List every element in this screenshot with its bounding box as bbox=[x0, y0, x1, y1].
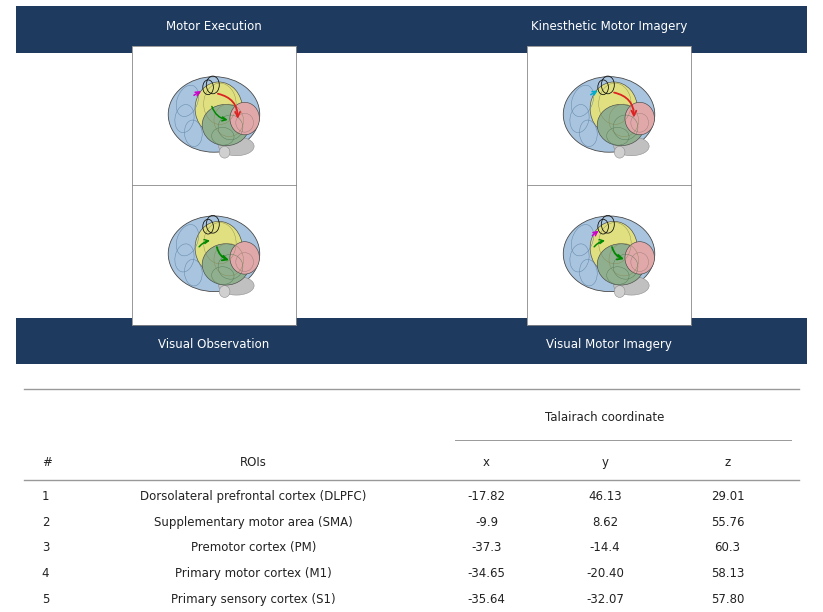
Text: 5: 5 bbox=[42, 593, 49, 606]
Text: 58.13: 58.13 bbox=[711, 567, 744, 580]
Ellipse shape bbox=[230, 242, 259, 274]
Ellipse shape bbox=[625, 102, 654, 135]
Text: 8.62: 8.62 bbox=[592, 516, 618, 529]
Text: -9.9: -9.9 bbox=[475, 516, 498, 529]
Text: ROIs: ROIs bbox=[240, 456, 267, 469]
Text: Primary motor cortex (M1): Primary motor cortex (M1) bbox=[175, 567, 332, 580]
Text: Supplementary motor area (SMA): Supplementary motor area (SMA) bbox=[154, 516, 353, 529]
Text: z: z bbox=[724, 456, 731, 469]
Ellipse shape bbox=[195, 82, 242, 135]
Text: 46.13: 46.13 bbox=[588, 490, 622, 503]
Text: Visual Observation: Visual Observation bbox=[158, 338, 270, 351]
Text: Visual Observation: Visual Observation bbox=[158, 335, 270, 348]
Ellipse shape bbox=[219, 286, 230, 297]
Text: Kinesthetic Motor Imagery: Kinesthetic Motor Imagery bbox=[531, 23, 687, 36]
Text: Visual Motor Imagery: Visual Motor Imagery bbox=[546, 335, 672, 348]
Text: 2: 2 bbox=[42, 516, 49, 529]
Ellipse shape bbox=[563, 76, 655, 152]
Text: Motor Execution: Motor Execution bbox=[166, 23, 262, 36]
Text: y: y bbox=[602, 456, 608, 469]
Text: x: x bbox=[483, 456, 490, 469]
Text: 29.01: 29.01 bbox=[711, 490, 744, 503]
Ellipse shape bbox=[590, 222, 637, 274]
Text: 4: 4 bbox=[42, 567, 49, 580]
Text: Primary sensory cortex (S1): Primary sensory cortex (S1) bbox=[171, 593, 336, 606]
Ellipse shape bbox=[597, 105, 644, 146]
Ellipse shape bbox=[230, 102, 259, 135]
Text: 57.80: 57.80 bbox=[711, 593, 744, 606]
Ellipse shape bbox=[168, 76, 260, 152]
Text: Talairach coordinate: Talairach coordinate bbox=[546, 411, 665, 424]
Text: #: # bbox=[42, 456, 52, 469]
Ellipse shape bbox=[614, 137, 649, 155]
Text: 1: 1 bbox=[42, 490, 49, 503]
Ellipse shape bbox=[597, 244, 644, 285]
Text: Motor Execution: Motor Execution bbox=[166, 20, 262, 32]
Text: -14.4: -14.4 bbox=[590, 542, 621, 554]
Ellipse shape bbox=[614, 276, 649, 295]
Ellipse shape bbox=[614, 286, 625, 297]
Text: -37.3: -37.3 bbox=[472, 542, 502, 554]
Text: -35.64: -35.64 bbox=[467, 593, 505, 606]
Text: -20.40: -20.40 bbox=[586, 567, 624, 580]
Ellipse shape bbox=[625, 242, 654, 274]
Text: Premotor cortex (PM): Premotor cortex (PM) bbox=[191, 542, 316, 554]
Ellipse shape bbox=[202, 105, 249, 146]
Text: Visual Motor Imagery: Visual Motor Imagery bbox=[546, 338, 672, 351]
Ellipse shape bbox=[168, 216, 260, 291]
Ellipse shape bbox=[614, 146, 625, 158]
Ellipse shape bbox=[219, 137, 254, 155]
Ellipse shape bbox=[590, 82, 637, 135]
Ellipse shape bbox=[219, 276, 254, 295]
Ellipse shape bbox=[563, 216, 655, 291]
Text: -34.65: -34.65 bbox=[467, 567, 505, 580]
Text: 55.76: 55.76 bbox=[711, 516, 744, 529]
Text: -32.07: -32.07 bbox=[586, 593, 624, 606]
Ellipse shape bbox=[195, 222, 242, 274]
Text: -17.82: -17.82 bbox=[467, 490, 505, 503]
Text: Dorsolateral prefrontal cortex (DLPFC): Dorsolateral prefrontal cortex (DLPFC) bbox=[140, 490, 367, 503]
Ellipse shape bbox=[219, 146, 230, 158]
Text: Kinesthetic Motor Imagery: Kinesthetic Motor Imagery bbox=[531, 20, 687, 32]
Ellipse shape bbox=[202, 244, 249, 285]
Text: 60.3: 60.3 bbox=[714, 542, 741, 554]
Text: 3: 3 bbox=[42, 542, 49, 554]
